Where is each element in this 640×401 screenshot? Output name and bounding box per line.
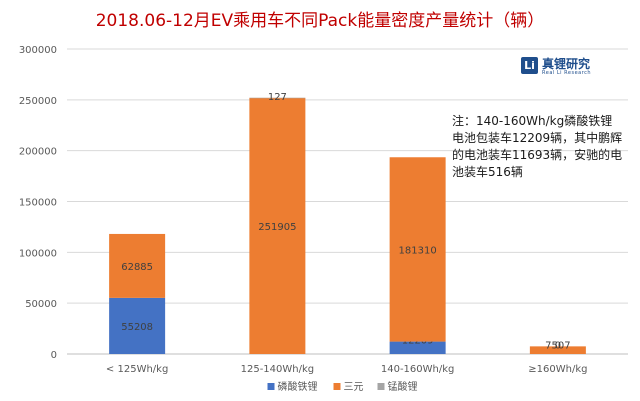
logo-subtitle: Real Li Research <box>542 70 592 76</box>
legend-swatch <box>267 383 275 390</box>
y-tick-label: 100000 <box>19 248 57 259</box>
y-tick-label: 200000 <box>19 147 57 158</box>
x-tick-label: ≥160Wh/kg <box>528 364 587 375</box>
bar-segment <box>389 157 446 342</box>
chart-annotation: 注：140-160Wh/kg磷酸铁锂电池包装车12209辆，其中鹏辉的电池装车1… <box>452 114 623 179</box>
x-tick-label: 140-160Wh/kg <box>381 364 455 375</box>
data-label: 181310 <box>399 245 437 256</box>
data-label: 127 <box>268 92 287 103</box>
bar-segment <box>109 233 166 298</box>
data-label: 7507 <box>545 340 570 351</box>
bar-segment <box>529 346 586 354</box>
x-tick-label: < 125Wh/kg <box>106 364 168 375</box>
legend-label: 磷酸铁锂 <box>278 380 318 393</box>
data-label: 55208 <box>121 322 153 333</box>
logo-name: 真锂研究 <box>542 57 591 71</box>
bar-segment <box>389 341 446 354</box>
y-tick-label: 250000 <box>19 96 57 107</box>
legend-swatch <box>377 383 385 390</box>
legend-label: 锰酸锂 <box>388 380 418 393</box>
bar-segment <box>249 97 306 99</box>
data-label: 62885 <box>121 262 153 273</box>
y-tick-label: 300000 <box>19 45 57 56</box>
y-tick-label: 50000 <box>25 299 57 310</box>
legend-swatch <box>333 383 341 390</box>
y-tick-label: 150000 <box>19 198 57 209</box>
y-tick-label: 0 <box>51 350 57 361</box>
brand-logo: Li 真锂研究 Real Li Research <box>521 55 599 79</box>
bar-segment <box>109 297 166 354</box>
chart-title: 2018.06-12月EV乘用车不同Pack能量密度产量统计（辆） <box>95 11 545 31</box>
data-label: 251905 <box>258 222 296 233</box>
legend-label: 三元 <box>344 382 364 393</box>
bar-segment <box>249 97 306 355</box>
data-label: 0 <box>555 340 561 351</box>
logo-mark-icon: Li <box>521 57 538 74</box>
x-tick-label: 125-140Wh/kg <box>241 364 315 375</box>
